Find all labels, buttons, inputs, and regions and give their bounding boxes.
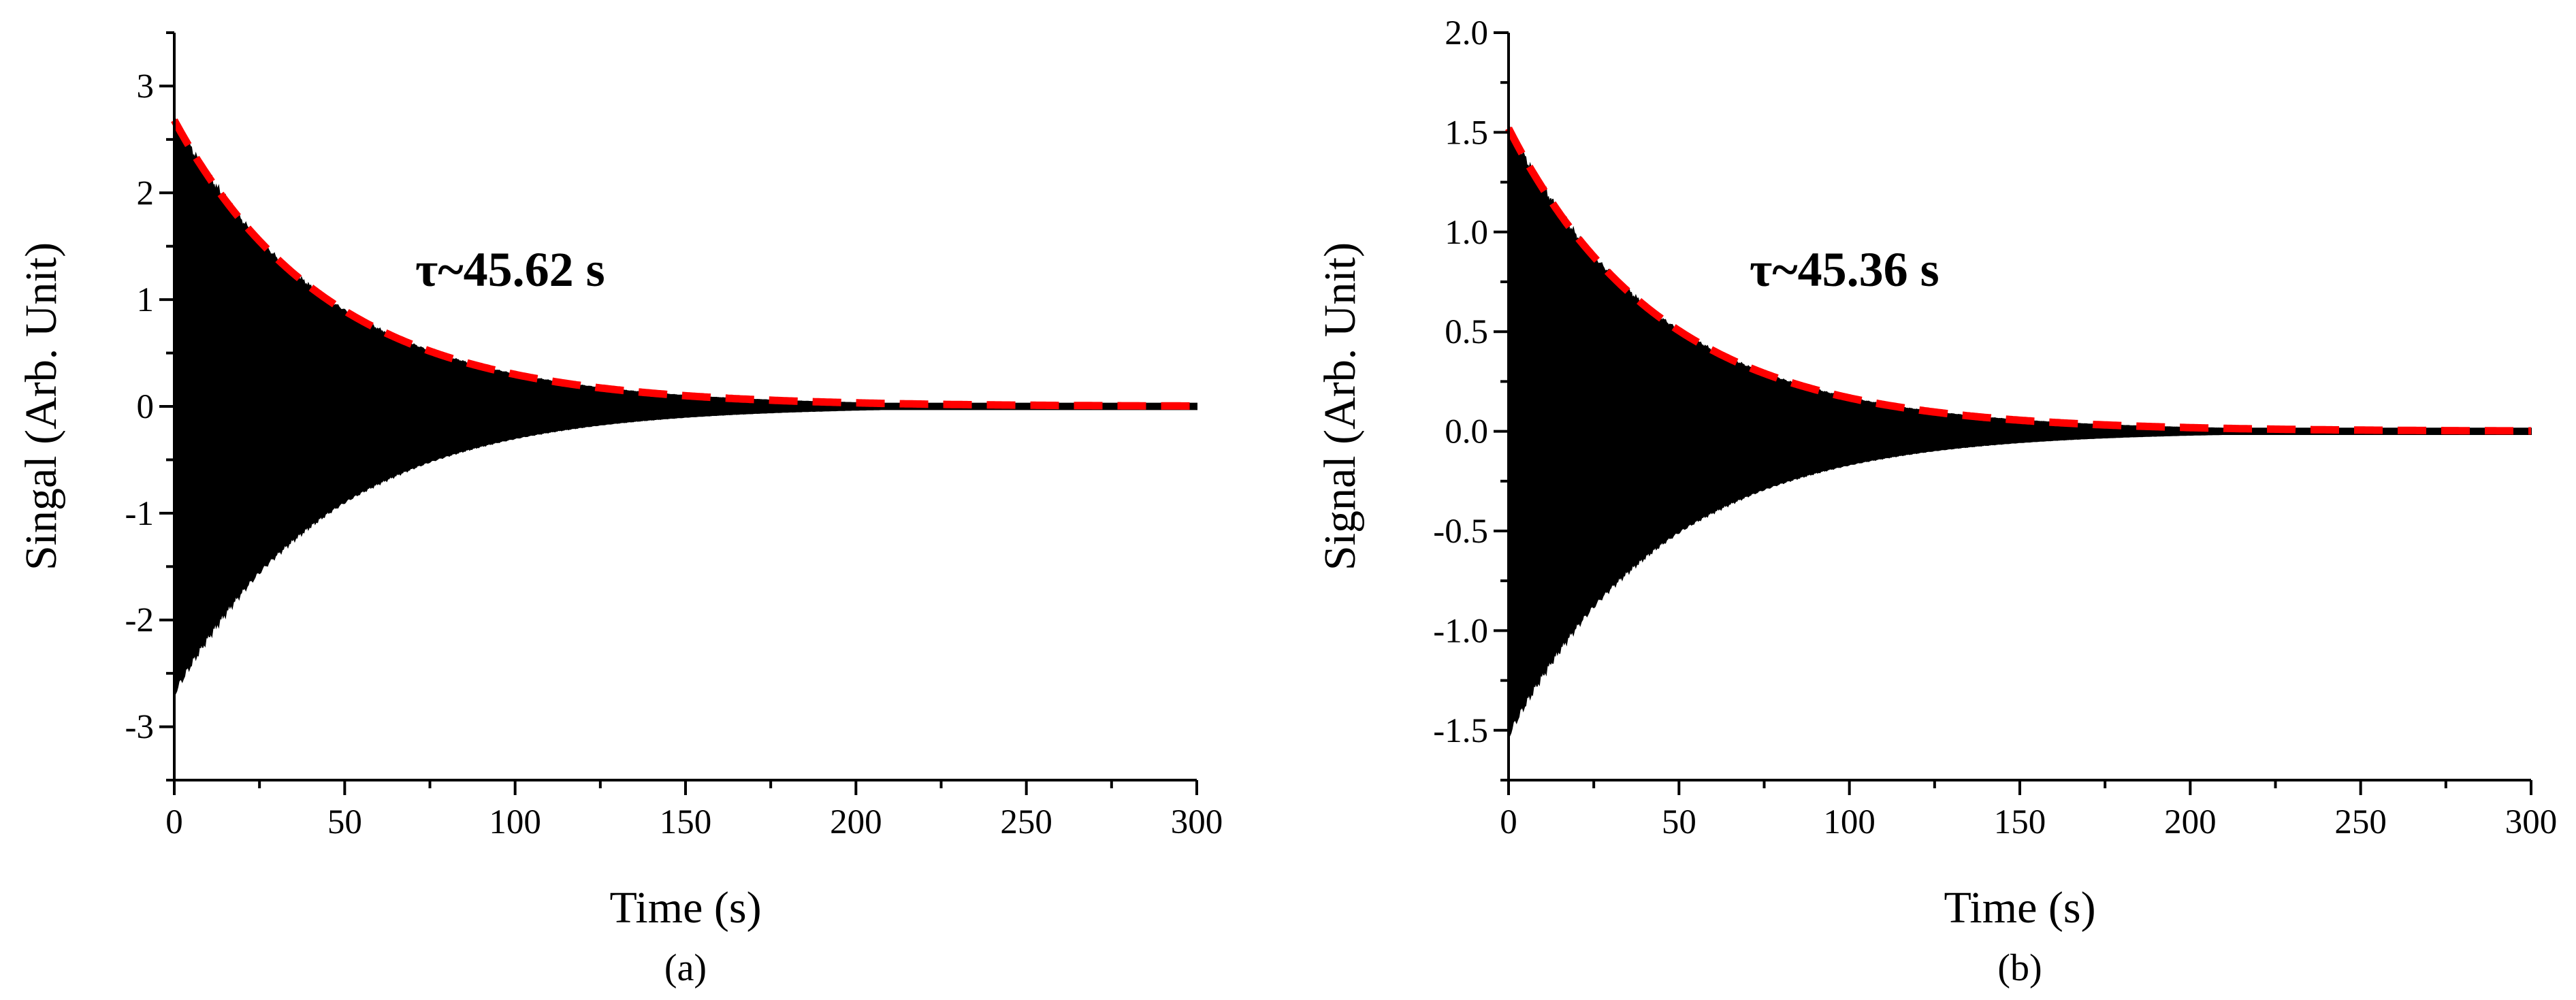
y-tick-label: -0.5 — [1433, 513, 1488, 551]
y-tick-label: -1 — [125, 495, 154, 533]
tau-annotation: τ~45.36 s — [1750, 242, 1939, 297]
x-axis-title: Time (s) — [1944, 883, 2095, 933]
y-axis-title: Singal (Arb. Unit) — [16, 242, 66, 570]
y-tick-label: -1.0 — [1433, 612, 1488, 650]
x-tick-label: 100 — [1823, 803, 1875, 841]
x-tick-label: 200 — [830, 803, 882, 841]
x-tick-label: 50 — [1662, 803, 1696, 841]
panel-label: (b) — [1997, 947, 2042, 989]
y-tick-label: 0.5 — [1445, 313, 1488, 351]
x-tick-label: 0 — [165, 803, 183, 841]
y-axis-title: Signal (Arb. Unit) — [1315, 242, 1365, 570]
y-tick-label: 0 — [137, 388, 155, 426]
x-axis-title: Time (s) — [609, 883, 761, 933]
x-tick-label: 250 — [1000, 803, 1052, 841]
y-tick-label: 1.5 — [1445, 114, 1488, 152]
y-tick-label: -1.5 — [1433, 712, 1488, 750]
panel-b: 0 50 100 150 200 250 300 -1.5 -1.0 -0.5 0.0 0.5 1.0 1… — [1315, 14, 2557, 989]
x-tick-label: 50 — [327, 803, 362, 841]
y-tick-label: 1.0 — [1445, 214, 1488, 252]
y-tick-label: 3 — [137, 67, 155, 106]
y-tick-label: 1 — [137, 281, 155, 319]
y-tick-label: 0.0 — [1445, 413, 1488, 451]
x-tick-label: 300 — [1171, 803, 1223, 841]
x-tick-label: 200 — [2164, 803, 2217, 841]
panel-a: 0 50 100 150 200 250 300 -3 -2 -1 0 1 2 3 Time (s) Sing… — [16, 31, 1223, 989]
y-tick-label: 2 — [137, 174, 155, 212]
x-tick-label: 300 — [2505, 803, 2558, 841]
x-tick-label: 250 — [2334, 803, 2387, 841]
y-tick-label: -2 — [125, 602, 154, 640]
y-tick-label: 2.0 — [1445, 14, 1488, 52]
fit-curve — [1505, 127, 2531, 435]
y-tick-label: -3 — [125, 709, 154, 747]
x-tick-label: 0 — [1500, 803, 1517, 841]
x-tick-label: 150 — [660, 803, 712, 841]
tau-annotation: τ~45.62 s — [415, 242, 605, 297]
fit-curve — [171, 118, 1197, 410]
panel-label: (a) — [664, 947, 707, 989]
x-tick-label: 100 — [489, 803, 541, 841]
x-tick-label: 150 — [1994, 803, 2046, 841]
